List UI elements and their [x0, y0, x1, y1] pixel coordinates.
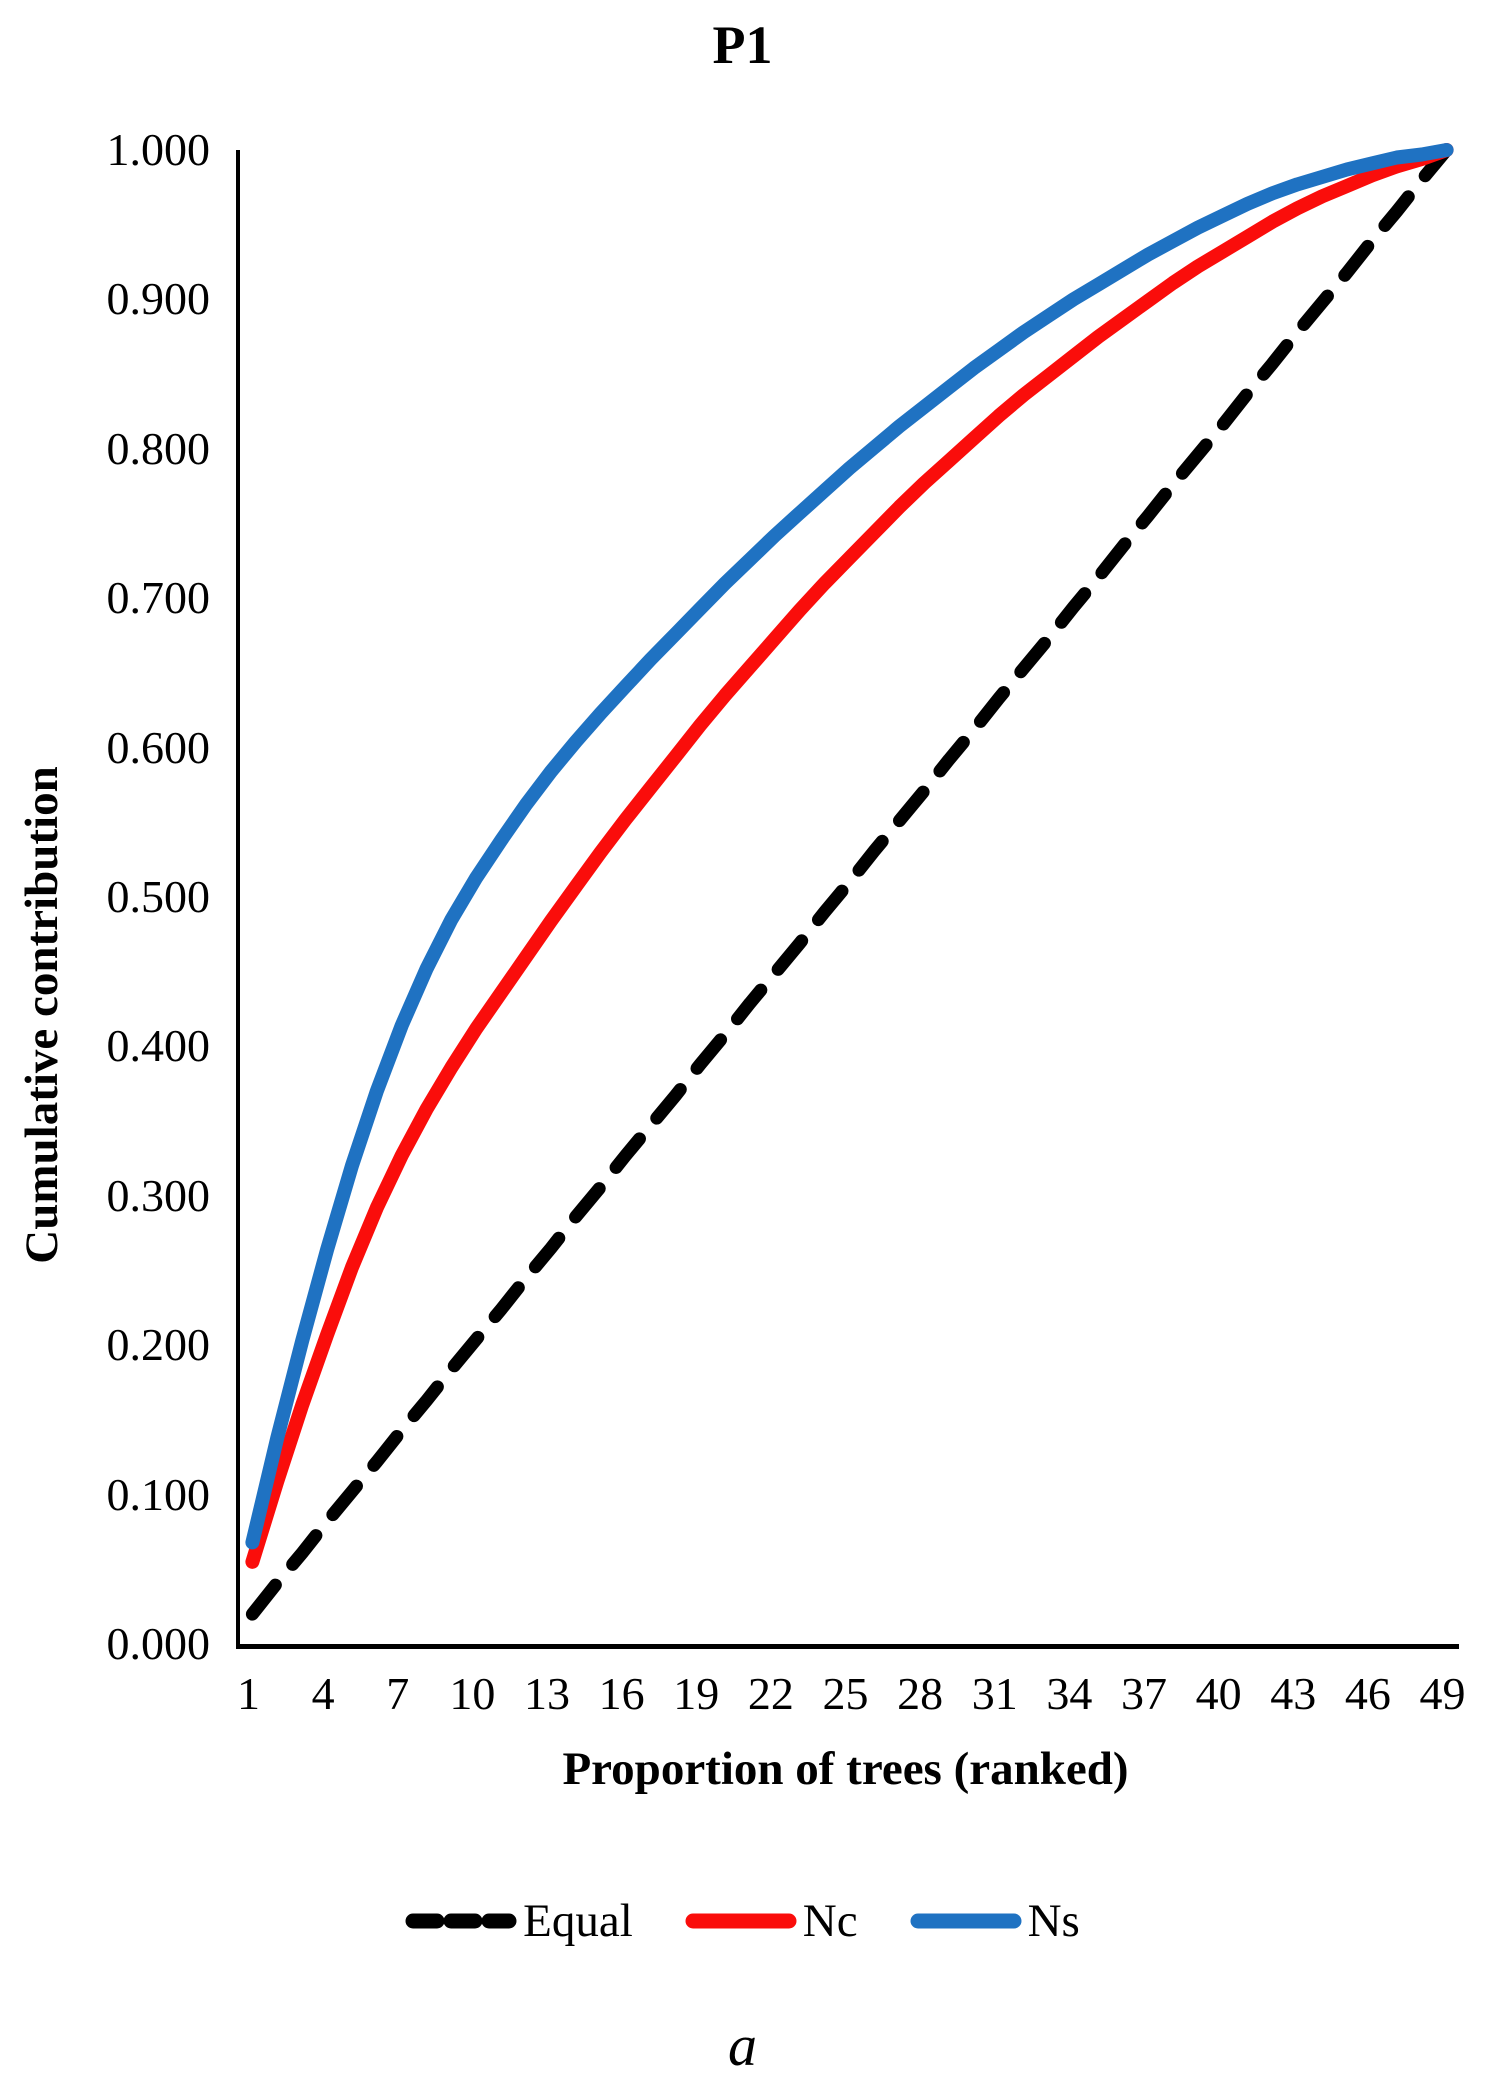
plot-area — [236, 143, 1459, 1649]
x-tick-label: 46 — [1344, 1668, 1391, 1719]
legend-item-ns: Ns — [910, 1886, 1080, 1956]
x-tick-label: 22 — [747, 1668, 794, 1719]
x-tick-label: 43 — [1270, 1668, 1317, 1719]
x-tick-label: 40 — [1195, 1668, 1242, 1719]
y-tick-label: 0.600 — [106, 721, 211, 773]
x-tick-label: 10 — [449, 1668, 496, 1719]
y-tick-label: 0.400 — [106, 1020, 211, 1072]
series-lines-canvas — [245, 143, 1454, 1621]
x-tick-label: 19 — [673, 1668, 720, 1719]
x-tick-label: 28 — [897, 1668, 944, 1719]
legend-swatch-solid — [910, 1913, 1022, 1929]
y-tick-label: 0.900 — [106, 273, 211, 325]
x-tick-label: 7 — [386, 1668, 410, 1719]
x-tick-label: 1 — [236, 1668, 260, 1719]
chart-title: P1 — [712, 15, 773, 75]
x-tick-label: 37 — [1121, 1668, 1168, 1719]
series-line-equal — [245, 143, 1454, 1621]
x-tick-label: 13 — [523, 1668, 570, 1719]
legend-label: Ns — [1027, 1895, 1080, 1947]
legend-item-nc: Nc — [685, 1886, 858, 1956]
x-tick-label: 4 — [311, 1668, 335, 1719]
y-tick-label: 1.000 — [106, 124, 211, 175]
y-tick-label: 0.000 — [106, 1618, 211, 1669]
x-tick-label: 31 — [971, 1668, 1018, 1719]
y-tick-label: 0.800 — [106, 422, 211, 474]
series-line-nc — [245, 143, 1454, 1569]
y-tick-label: 0.200 — [106, 1319, 211, 1371]
y-tick-label: 0.500 — [106, 871, 211, 922]
legend: Equal Nc Ns — [0, 1886, 1485, 1956]
legend-swatch-dashed — [405, 1913, 517, 1929]
legend-label: Nc — [802, 1895, 858, 1947]
x-tick-label: 25 — [822, 1668, 869, 1719]
x-tick-label: 16 — [598, 1668, 645, 1719]
x-tick-label: 49 — [1419, 1668, 1466, 1719]
legend-label: Equal — [523, 1895, 633, 1947]
legend-swatch-solid — [685, 1913, 797, 1929]
x-tick-label: 34 — [1046, 1668, 1093, 1719]
series-line-ns — [245, 143, 1454, 1550]
y-tick-label: 0.700 — [106, 572, 211, 624]
y-tick-label: 0.300 — [106, 1169, 211, 1221]
legend-item-equal: Equal — [405, 1886, 633, 1956]
panel-letter: a — [728, 2013, 757, 2078]
y-tick-label: 0.100 — [106, 1468, 211, 1520]
x-axis-title: Proportion of trees (ranked) — [562, 1743, 1129, 1795]
